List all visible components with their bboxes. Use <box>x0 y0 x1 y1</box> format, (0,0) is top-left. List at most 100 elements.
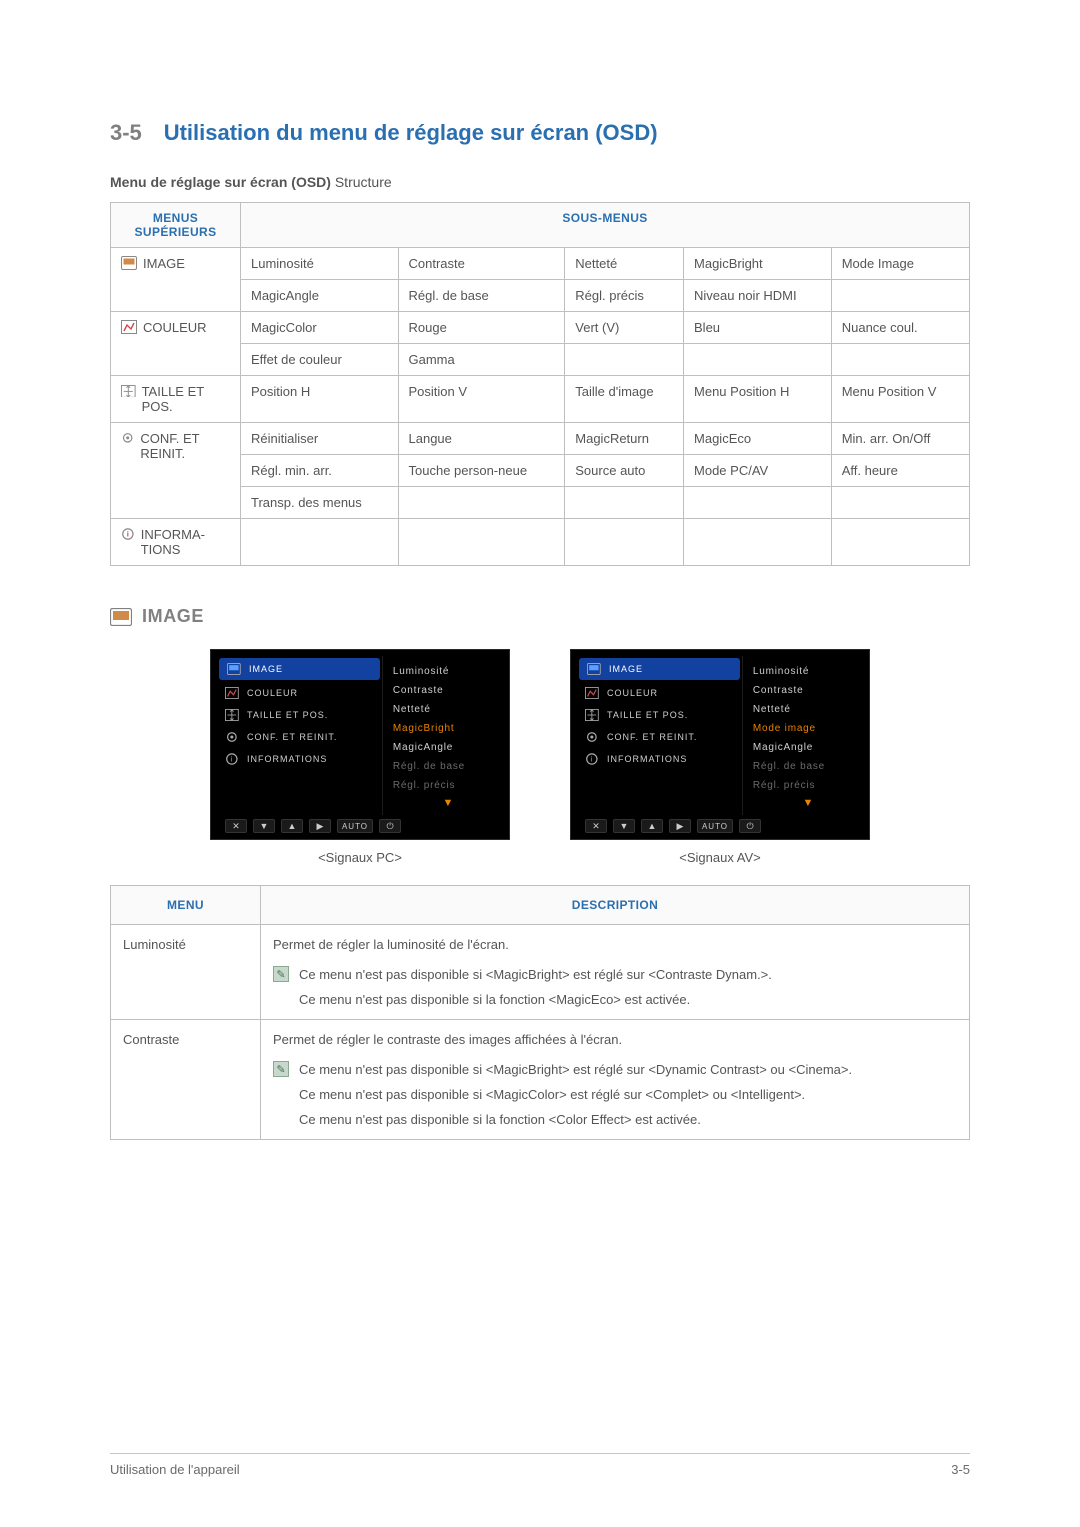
osd-button[interactable]: AUTO <box>337 819 373 833</box>
submenu-cell <box>831 280 969 312</box>
menu-icon <box>121 384 136 398</box>
osd-button[interactable]: ▶ <box>309 819 331 833</box>
osd-button[interactable]: ▲ <box>641 819 663 833</box>
section-number: 3-5 <box>110 120 142 145</box>
submenu-cell: Bleu <box>684 312 832 344</box>
submenu-cell: Mode Image <box>831 248 969 280</box>
submenu-cell: Rouge <box>398 312 565 344</box>
submenu-cell: Menu Position V <box>831 376 969 423</box>
osd-tab-label: INFORMATIONS <box>607 754 687 764</box>
submenu-cell: Position V <box>398 376 565 423</box>
menu-cell: COULEUR <box>111 312 241 376</box>
desc-main-text: Permet de régler le contraste des images… <box>273 1032 957 1047</box>
osd-submenu-item[interactable]: Luminosité <box>753 662 863 681</box>
submenu-cell: Min. arr. On/Off <box>831 423 969 455</box>
osd-submenu-item[interactable]: MagicBright <box>393 719 503 738</box>
menu-cell: iINFORMA-TIONS <box>111 519 241 566</box>
osd-submenu-item[interactable]: MagicAngle <box>393 738 503 757</box>
note-line: Ce menu n'est pas disponible si <MagicBr… <box>299 1062 852 1077</box>
osd-scroll-arrow-icon: ▼ <box>753 795 863 809</box>
osd-tab[interactable]: IMAGE <box>219 658 380 680</box>
osd-scroll-arrow-icon: ▼ <box>393 795 503 809</box>
osd-pc-wrap: IMAGECOULEURTAILLE ET POS. CONF. ET REINI… <box>210 649 510 865</box>
image-section-heading: IMAGE <box>110 606 970 627</box>
osd-tab-icon <box>585 731 599 743</box>
osd-tab-icon <box>585 687 599 699</box>
submenu-cell: Transp. des menus <box>241 487 399 519</box>
osd-tab[interactable]: CONF. ET REINIT. <box>217 726 382 748</box>
osd-mockup-row: IMAGECOULEURTAILLE ET POS.CONF. ET REINI… <box>110 649 970 865</box>
osd-button[interactable]: ✕ <box>585 819 607 833</box>
submenu-cell <box>398 519 565 566</box>
osd-tab[interactable]: CONF. ET REINIT. <box>577 726 742 748</box>
submenu-cell: Langue <box>398 423 565 455</box>
osd-submenu-item[interactable]: Régl. de base <box>753 757 863 776</box>
osd-tab[interactable]: i INFORMATIONS <box>577 748 742 770</box>
submenu-cell <box>241 519 399 566</box>
osd-submenu-item[interactable]: Régl. de base <box>393 757 503 776</box>
submenu-cell <box>684 487 832 519</box>
submenu-cell: Source auto <box>565 455 684 487</box>
osd-button[interactable]: ▶ <box>669 819 691 833</box>
th-menus-superieurs: MENUS SUPÉRIEURS <box>111 203 241 248</box>
osd-button[interactable]: ▲ <box>281 819 303 833</box>
section-title: Utilisation du menu de réglage sur écran… <box>164 120 658 145</box>
osd-tab-label: IMAGE <box>609 664 643 674</box>
submenu-cell: Luminosité <box>241 248 399 280</box>
osd-button[interactable]: ⏻ <box>379 819 401 833</box>
submenu-cell: Nuance coul. <box>831 312 969 344</box>
osd-submenu-item[interactable]: Contraste <box>753 681 863 700</box>
desc-main-text: Permet de régler la luminosité de l'écra… <box>273 937 957 952</box>
osd-submenu-item[interactable]: Netteté <box>753 700 863 719</box>
osd-submenu-item[interactable]: Régl. précis <box>393 776 503 795</box>
osd-submenu-item[interactable]: Mode image <box>753 719 863 738</box>
osd-button[interactable]: ✕ <box>225 819 247 833</box>
osd-submenu-item[interactable]: Netteté <box>393 700 503 719</box>
submenu-cell <box>684 519 832 566</box>
svg-text:i: i <box>230 755 233 764</box>
osd-tab-icon: i <box>585 753 599 765</box>
osd-tab-label: COULEUR <box>607 688 658 698</box>
osd-tab[interactable]: IMAGE <box>579 658 740 680</box>
table-row: TAILLE ET POS.Position HPosition VTaille… <box>111 376 970 423</box>
osd-submenu-item[interactable]: Régl. précis <box>753 776 863 795</box>
osd-button[interactable]: ⏻ <box>739 819 761 833</box>
osd-tab[interactable]: TAILLE ET POS. <box>577 704 742 726</box>
osd-submenu-item[interactable]: Contraste <box>393 681 503 700</box>
svg-text:i: i <box>127 530 129 539</box>
osd-submenu-item[interactable]: MagicAngle <box>753 738 863 757</box>
th-sous-menus: SOUS-MENUS <box>241 203 970 248</box>
page-footer: Utilisation de l'appareil 3-5 <box>110 1453 970 1477</box>
osd-tab-icon <box>225 731 239 743</box>
submenu-cell: Réinitialiser <box>241 423 399 455</box>
section-heading: 3-5 Utilisation du menu de réglage sur é… <box>110 120 970 146</box>
submenu-cell <box>831 519 969 566</box>
osd-tab[interactable]: iINFORMATIONS <box>217 748 382 770</box>
footer-left: Utilisation de l'appareil <box>110 1462 240 1477</box>
footer-right: 3-5 <box>951 1462 970 1477</box>
osd-tab-icon <box>587 663 601 675</box>
osd-tab[interactable]: COULEUR <box>577 682 742 704</box>
osd-tab[interactable]: TAILLE ET POS. <box>217 704 382 726</box>
menu-icon <box>121 431 134 445</box>
osd-tab[interactable]: COULEUR <box>217 682 382 704</box>
th-menu: MENU <box>111 886 261 925</box>
table-row: ContrastePermet de régler le contraste d… <box>111 1020 970 1140</box>
menu-label: COULEUR <box>143 320 207 335</box>
osd-tab-icon <box>225 687 239 699</box>
submenu-cell <box>831 344 969 376</box>
submenu-cell: Effet de couleur <box>241 344 399 376</box>
osd-submenu-item[interactable]: Luminosité <box>393 662 503 681</box>
submenu-cell: Touche person-neue <box>398 455 565 487</box>
note-icon: ✎ <box>273 966 289 982</box>
note-line: Ce menu n'est pas disponible si la fonct… <box>299 1112 852 1127</box>
osd-button[interactable]: ▼ <box>253 819 275 833</box>
menu-label: CONF. ET REINIT. <box>140 431 230 461</box>
submenu-cell: Aff. heure <box>831 455 969 487</box>
svg-text:i: i <box>590 755 593 764</box>
osd-tab-label: CONF. ET REINIT. <box>607 732 697 742</box>
menu-description-table: MENU DESCRIPTION LuminositéPermet de rég… <box>110 885 970 1140</box>
osd-button[interactable]: ▼ <box>613 819 635 833</box>
osd-tab-label: CONF. ET REINIT. <box>247 732 337 742</box>
osd-button[interactable]: AUTO <box>697 819 733 833</box>
